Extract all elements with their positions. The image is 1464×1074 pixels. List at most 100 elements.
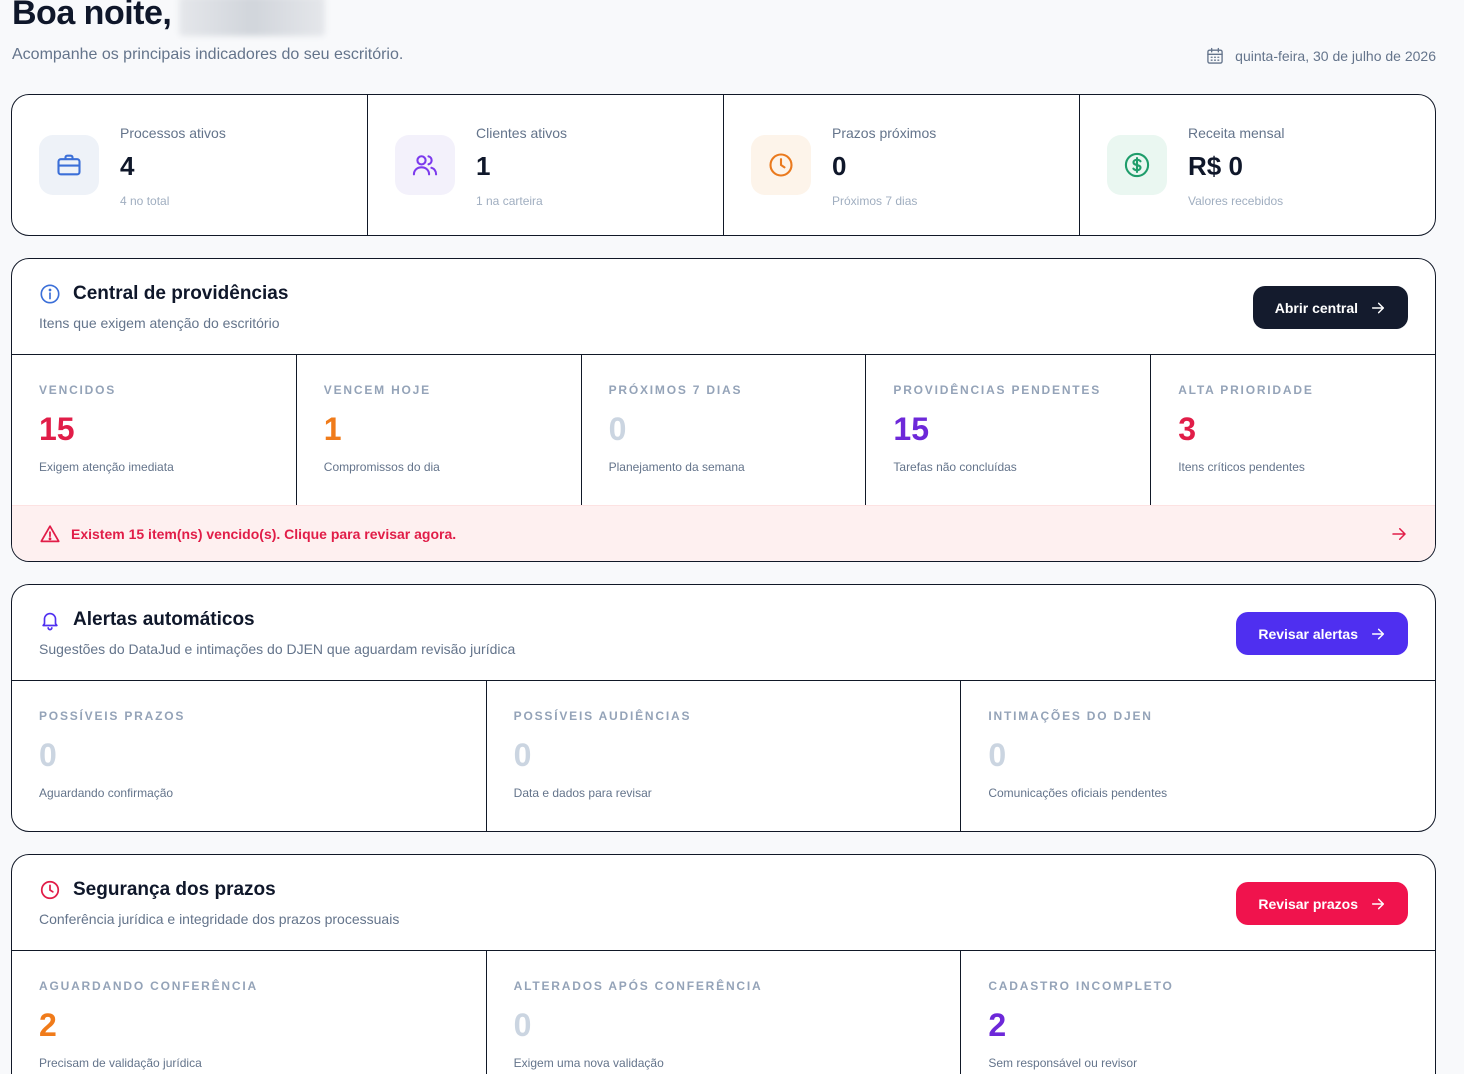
warning-icon xyxy=(40,524,60,542)
metric-value: 3 xyxy=(1178,411,1196,447)
metric-possiveis-prazos[interactable]: POSSÍVEIS PRAZOS 0 Aguardando confirmaçã… xyxy=(12,681,487,831)
metric-value: 0 xyxy=(513,1007,532,1043)
metric-sub: Precisam de validação jurídica xyxy=(39,1056,202,1070)
metric-alta-prioridade[interactable]: ALTA PRIORIDADE 3 Itens críticos pendent… xyxy=(1151,355,1435,505)
stat-clientes[interactable]: Clientes ativos 1 1 na carteira xyxy=(368,95,724,235)
alertas-header: Alertas automáticos Sugestões do DataJud… xyxy=(12,585,1435,681)
stat-receita[interactable]: Receita mensal R$ 0 Valores recebidos xyxy=(1080,95,1435,235)
stat-prazos[interactable]: Prazos próximos 0 Próximos 7 dias xyxy=(724,95,1080,235)
metric-providencias-pendentes[interactable]: PROVIDÊNCIAS PENDENTES 15 Tarefas não co… xyxy=(866,355,1152,505)
briefcase-icon xyxy=(57,154,81,176)
metric-sub: Data e dados para revisar xyxy=(513,786,652,800)
metric-label: VENCEM HOJE xyxy=(323,383,431,397)
seguranca-panel: Segurança dos prazos Conferência jurídic… xyxy=(11,854,1436,1074)
revisar-alertas-button[interactable]: Revisar alertas xyxy=(1236,612,1408,655)
metric-label: POSSÍVEIS AUDIÊNCIAS xyxy=(513,709,692,723)
revisar-alertas-label: Revisar alertas xyxy=(1258,625,1358,642)
metric-aguardando-conferencia[interactable]: AGUARDANDO CONFERÊNCIA 2 Precisam de val… xyxy=(12,951,487,1074)
overdue-banner[interactable]: Existem 15 item(ns) vencido(s). Clique p… xyxy=(12,505,1435,561)
arrow-right-icon xyxy=(1371,628,1385,639)
metric-proximos-7-dias[interactable]: PRÓXIMOS 7 DIAS 0 Planejamento da semana xyxy=(582,355,867,505)
metric-sub: Aguardando confirmação xyxy=(39,786,174,800)
metric-cadastro-incompleto[interactable]: CADASTRO INCOMPLETO 2 Sem responsável ou… xyxy=(961,951,1435,1074)
seguranca-title: Segurança dos prazos xyxy=(39,879,276,901)
central-desc: Itens que exigem atenção do escritório xyxy=(39,315,280,331)
metric-intimacoes-djen[interactable]: INTIMAÇÕES DO DJEN 0 Comunicações oficia… xyxy=(961,681,1435,831)
stat-label: Processos ativos xyxy=(120,125,226,141)
alertas-desc: Sugestões do DataJud e intimações do DJE… xyxy=(39,641,516,657)
stat-processos[interactable]: Processos ativos 4 4 no total xyxy=(12,95,368,235)
metric-sub: Planejamento da semana xyxy=(608,460,745,474)
alertas-metrics: POSSÍVEIS PRAZOS 0 Aguardando confirmaçã… xyxy=(12,681,1435,831)
stat-sub: Valores recebidos xyxy=(1188,194,1284,208)
arrow-right-icon xyxy=(1392,527,1406,540)
users-icon xyxy=(412,155,438,176)
calendar-icon xyxy=(1207,47,1223,64)
stat-sub: 1 na carteira xyxy=(476,194,543,208)
metric-label: AGUARDANDO CONFERÊNCIA xyxy=(39,979,258,993)
clock-icon xyxy=(40,880,60,900)
metric-sub: Sem responsável ou revisor xyxy=(988,1056,1138,1070)
arrow-right-icon xyxy=(1371,302,1385,313)
greeting-heading: Boa noite, xyxy=(12,0,326,36)
stat-icon-wrap xyxy=(39,135,99,195)
current-date: quinta-feira, 30 de julho de 2026 xyxy=(1205,46,1436,66)
metric-alterados-apos-conferencia[interactable]: ALTERADOS APÓS CONFERÊNCIA 0 Exigem uma … xyxy=(487,951,962,1074)
stat-icon-wrap xyxy=(1107,135,1167,195)
stat-value: 1 xyxy=(476,151,491,181)
alertas-panel: Alertas automáticos Sugestões do DataJud… xyxy=(11,584,1436,832)
central-header: Central de providências Itens que exigem… xyxy=(12,259,1435,355)
seguranca-header: Segurança dos prazos Conferência jurídic… xyxy=(12,855,1435,951)
stat-sub: 4 no total xyxy=(120,194,170,208)
metric-label: ALTA PRIORIDADE xyxy=(1178,383,1314,397)
abrir-central-button[interactable]: Abrir central xyxy=(1252,286,1408,329)
metric-value: 15 xyxy=(39,411,75,447)
date-text: quinta-feira, 30 de julho de 2026 xyxy=(1235,48,1436,64)
seguranca-desc: Conferência jurídica e integridade dos p… xyxy=(39,911,400,927)
overdue-banner-text: Existem 15 item(ns) vencido(s). Clique p… xyxy=(71,525,457,542)
metric-label: INTIMAÇÕES DO DJEN xyxy=(988,709,1153,723)
revisar-prazos-label: Revisar prazos xyxy=(1258,895,1358,912)
metric-label: PRÓXIMOS 7 DIAS xyxy=(608,383,743,397)
stat-icon-wrap xyxy=(751,135,811,195)
metric-sub: Itens críticos pendentes xyxy=(1178,460,1305,474)
stats-card: Processos ativos 4 4 no total Clientes a… xyxy=(11,94,1436,236)
metric-value: 1 xyxy=(323,411,342,447)
metric-sub: Exigem atenção imediata xyxy=(39,460,174,474)
metric-possiveis-audiencias[interactable]: POSSÍVEIS AUDIÊNCIAS 0 Data e dados para… xyxy=(487,681,962,831)
seguranca-title-text: Segurança dos prazos xyxy=(73,879,276,900)
alertas-title: Alertas automáticos xyxy=(39,609,255,631)
metric-value: 2 xyxy=(988,1007,1007,1043)
metric-sub: Exigem uma nova validação xyxy=(513,1056,664,1070)
metric-value: 0 xyxy=(608,411,627,447)
stat-value: 4 xyxy=(120,151,135,181)
stat-label: Receita mensal xyxy=(1188,125,1285,141)
central-title-text: Central de providências xyxy=(73,283,289,304)
metric-label: VENCIDOS xyxy=(39,383,117,397)
greeting-text: Boa noite, xyxy=(12,0,172,32)
abrir-central-label: Abrir central xyxy=(1274,299,1358,316)
dollar-icon xyxy=(1124,152,1150,178)
page-subtitle: Acompanhe os principais indicadores do s… xyxy=(12,46,404,63)
metric-label: PROVIDÊNCIAS PENDENTES xyxy=(893,383,1102,397)
metric-value: 0 xyxy=(513,737,532,773)
central-title: Central de providências xyxy=(39,283,288,305)
central-panel: Central de providências Itens que exigem… xyxy=(11,258,1436,562)
metric-sub: Compromissos do dia xyxy=(323,460,440,474)
arrow-right-icon xyxy=(1371,898,1385,909)
central-metrics: VENCIDOS 15 Exigem atenção imediata VENC… xyxy=(12,355,1435,505)
metric-sub: Comunicações oficiais pendentes xyxy=(988,786,1168,800)
stat-value: R$ 0 xyxy=(1188,151,1243,181)
bell-icon xyxy=(42,612,58,631)
user-name-redacted xyxy=(179,0,326,36)
metric-sub: Tarefas não concluídas xyxy=(893,460,1017,474)
seguranca-metrics: AGUARDANDO CONFERÊNCIA 2 Precisam de val… xyxy=(12,951,1435,1074)
alertas-title-text: Alertas automáticos xyxy=(73,609,255,630)
metric-label: ALTERADOS APÓS CONFERÊNCIA xyxy=(513,979,763,993)
metric-vencem-hoje[interactable]: VENCEM HOJE 1 Compromissos do dia xyxy=(297,355,582,505)
metric-label: CADASTRO INCOMPLETO xyxy=(988,979,1174,993)
revisar-prazos-button[interactable]: Revisar prazos xyxy=(1236,882,1408,925)
stat-sub: Próximos 7 dias xyxy=(832,194,918,208)
stat-value: 0 xyxy=(832,151,847,181)
metric-vencidos[interactable]: VENCIDOS 15 Exigem atenção imediata xyxy=(12,355,297,505)
